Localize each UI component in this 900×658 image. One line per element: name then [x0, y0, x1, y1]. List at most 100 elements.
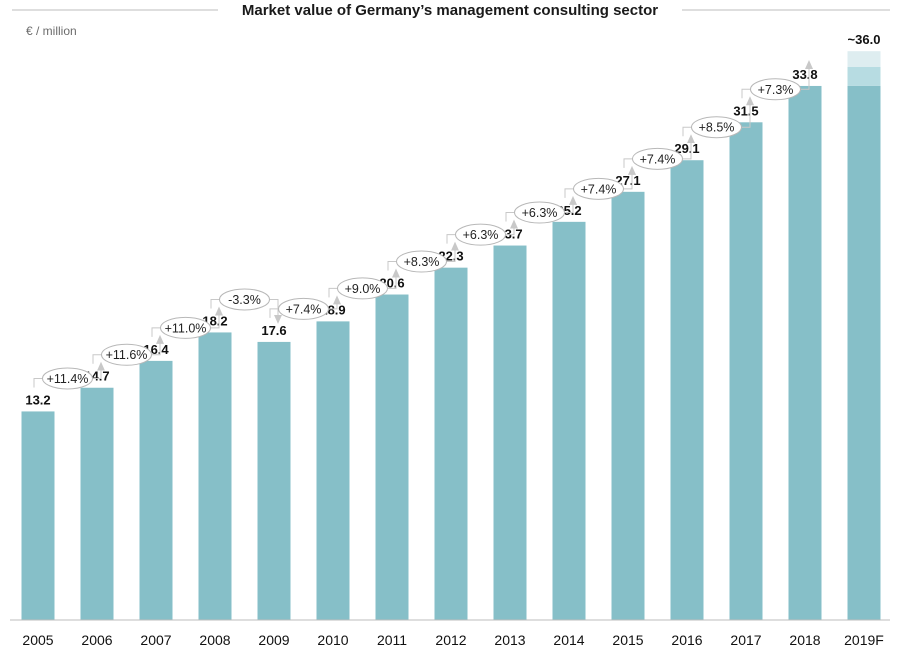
bars [21, 51, 881, 621]
growth-bubble-2014 [514, 201, 565, 224]
growth-label-2014: +6.3% [522, 206, 558, 220]
tick-label-2018: 2018 [789, 632, 820, 648]
bar-2015 [611, 191, 645, 620]
bar-2014 [552, 221, 586, 620]
value-label-2016: 29.1 [674, 141, 699, 156]
growth-bubble-2007 [101, 343, 152, 366]
growth-connector-2007 [92, 354, 102, 364]
value-label-2017: 31.5 [733, 103, 758, 118]
growth-annotation-2008: +11.0% [151, 306, 223, 339]
growth-arrow-2010 [328, 295, 341, 310]
growth-label-2010: +7.4% [286, 302, 322, 316]
growth-bubble-2018 [750, 78, 801, 101]
growth-annotation-2017: +8.5% [682, 96, 754, 139]
bar-2016 [670, 160, 704, 620]
bar-2010 [316, 321, 350, 620]
tick-label-2007: 2007 [140, 632, 171, 648]
tick-label-2010: 2010 [317, 632, 348, 648]
growth-label-2018: +7.3% [758, 83, 794, 97]
growth-arrow-2011 [387, 268, 400, 289]
growth-bubble-2008 [160, 316, 211, 339]
growth-arrow-2013 [505, 219, 518, 236]
growth-connector-2010 [269, 308, 279, 318]
growth-connector-2015 [564, 188, 574, 198]
growth-connector-2016 [623, 158, 633, 168]
tick-label-2005: 2005 [22, 632, 53, 648]
tick-label-2017: 2017 [730, 632, 761, 648]
growth-bubble-2009 [219, 288, 270, 311]
bar-2012 [434, 267, 468, 620]
growth-connector-2014 [505, 212, 515, 222]
bar-2005 [21, 411, 55, 620]
growth-annotation-2006: +11.4% [33, 361, 105, 390]
bar-2018 [788, 85, 822, 620]
value-label-2009: 17.6 [261, 323, 286, 338]
bar-2008 [198, 332, 232, 620]
tick-label-2012: 2012 [435, 632, 466, 648]
growth-annotation-2011: +9.0% [328, 268, 400, 300]
growth-annotation-2014: +6.3% [505, 195, 577, 224]
growth-label-2012: +8.3% [404, 255, 440, 269]
growth-label-2007: +11.6% [106, 348, 148, 362]
growth-arrow-2014 [564, 195, 577, 214]
growth-bubble-2010 [278, 297, 329, 320]
bar-2009 [257, 341, 291, 620]
growth-connector-2009 [210, 298, 220, 309]
x-tick-labels: 2005 2006 2007 2008 2009 2010 2011 2012 2013 2014… [22, 632, 883, 648]
growth-label-2015: +7.4% [581, 182, 617, 196]
tick-label-2016: 2016 [671, 632, 702, 648]
tick-label-2011: 2011 [377, 632, 407, 648]
growth-arrow-2012 [446, 241, 459, 263]
growth-arrow-2006 [92, 361, 105, 379]
tick-label-2008: 2008 [199, 632, 230, 648]
growth-arrow-2007 [151, 334, 164, 356]
unit-label: € / million [26, 24, 77, 38]
value-label-2005: 13.2 [25, 392, 50, 407]
growth-connector-2011 [328, 287, 338, 298]
tick-label-2014: 2014 [553, 632, 584, 648]
growth-annotation-2009: -3.3% [210, 288, 282, 324]
bar-2006 [80, 387, 114, 620]
tick-label-2009: 2009 [258, 632, 289, 648]
value-label-2019F: ~36.0 [848, 32, 881, 47]
growth-bubble-2006 [42, 367, 93, 390]
growth-connector-2008 [151, 327, 161, 337]
growth-annotation-2013: +6.3% [446, 219, 518, 246]
growth-arrow-2009 [269, 298, 282, 324]
growth-connector-2012 [387, 261, 397, 271]
bar-2019F-forecast-high [847, 51, 881, 67]
growth-bubble-2015 [573, 177, 624, 200]
growth-bubble-2017 [691, 116, 742, 139]
growth-bubble-2012 [396, 250, 447, 273]
growth-bubble-2016 [632, 147, 683, 170]
growth-bubble-2011 [337, 277, 388, 300]
value-label-2018: 33.8 [792, 67, 817, 82]
tick-label-2015: 2015 [612, 632, 643, 648]
bar-2007 [139, 360, 173, 620]
growth-bubble-2013 [455, 223, 506, 246]
growth-label-2016: +7.4% [640, 152, 676, 166]
growth-label-2013: +6.3% [463, 228, 499, 242]
growth-connector-2013 [446, 234, 456, 244]
bar-2011 [375, 294, 409, 620]
growth-label-2011: +9.0% [345, 282, 381, 296]
tick-label-2006: 2006 [81, 632, 112, 648]
chart-title: Market value of Germany’s management con… [242, 2, 658, 19]
bar-2017 [729, 122, 763, 621]
bar-2013 [493, 245, 527, 621]
growth-arrow-2017 [741, 96, 754, 128]
growth-label-2017: +8.5% [699, 121, 735, 135]
growth-annotation-2012: +8.3% [387, 241, 459, 273]
growth-annotation-2018: +7.3% [741, 59, 813, 101]
growth-arrow-2008 [210, 306, 223, 329]
growth-arrow-2018 [800, 59, 813, 90]
growth-annotation-2007: +11.6% [92, 334, 164, 366]
tick-label-2013: 2013 [494, 632, 525, 648]
growth-annotation-2015: +7.4% [564, 165, 636, 200]
growth-annotation-2010: +7.4% [269, 295, 341, 320]
bar-2019F [847, 85, 881, 620]
value-label-2015: 27.1 [615, 173, 640, 188]
growth-label-2006: +11.4% [47, 372, 89, 386]
growth-label-2008: +11.0% [165, 321, 207, 335]
